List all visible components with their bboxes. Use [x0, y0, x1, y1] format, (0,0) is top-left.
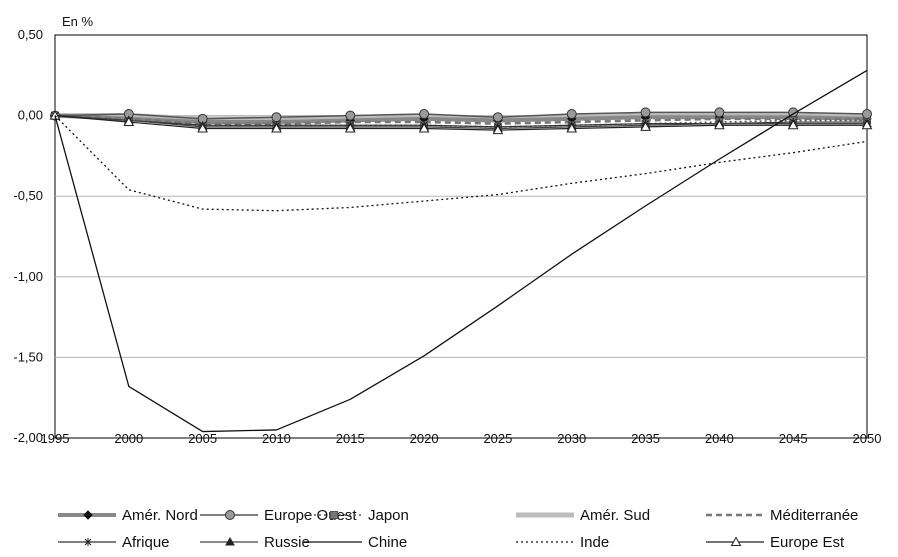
data-point	[271, 112, 282, 123]
data-point	[492, 112, 503, 123]
data-point	[123, 116, 135, 127]
y-tick-label: 0,00	[18, 108, 43, 123]
legend-label: Europe Est	[770, 534, 845, 551]
legend-item: Europe Est	[706, 534, 845, 551]
legend-item: Amér. Nord	[58, 507, 198, 524]
series-europe-est	[49, 110, 873, 135]
legend: Amér. Nord Europe Ouest Japon Amér. Sud Médi…	[58, 507, 858, 551]
data-point	[419, 108, 430, 119]
x-tick-label: 2015	[336, 431, 365, 446]
legend-label: Japon	[368, 507, 409, 524]
x-tick-label: 1995	[41, 431, 70, 446]
data-point	[225, 536, 235, 546]
legend-label: Chine	[368, 534, 407, 551]
y-tick-label: -1,50	[13, 349, 43, 364]
y-tick-label: -0,50	[13, 188, 43, 203]
series-line	[54, 111, 868, 120]
series-m-diterran-e	[54, 114, 867, 125]
legend-item: Japon	[304, 507, 409, 524]
series-line	[54, 114, 867, 125]
data-point	[83, 510, 93, 520]
legend-label: Amér. Nord	[122, 507, 198, 524]
legend-label: Inde	[580, 534, 609, 551]
legend-label: Méditerranée	[770, 507, 858, 524]
legend-item: Amér. Sud	[516, 507, 650, 524]
legend-label: Amér. Sud	[580, 507, 650, 524]
data-point	[640, 107, 651, 118]
x-tick-label: 2020	[410, 431, 439, 446]
x-tick-label: 2005	[188, 431, 217, 446]
legend-label: Afrique	[122, 534, 170, 551]
y-tick-label: -2,00	[13, 430, 43, 445]
data-point	[492, 124, 504, 135]
data-point	[418, 122, 430, 133]
series-line	[54, 115, 867, 131]
x-tick-label: 2030	[557, 431, 586, 446]
data-point	[566, 122, 578, 133]
x-tick-label: 2025	[483, 431, 512, 446]
data-point	[787, 119, 799, 130]
data-point	[225, 510, 235, 520]
legend-item: Chine	[304, 534, 407, 551]
x-tick-label: 2040	[705, 431, 734, 446]
x-tick-label: 2010	[262, 431, 291, 446]
y-axis-label: En %	[62, 14, 94, 29]
series-chine	[54, 69, 868, 433]
legend-item: Russie	[200, 534, 310, 551]
series-line	[54, 115, 867, 130]
y-tick-label: -1,00	[13, 269, 43, 284]
data-point	[84, 538, 92, 546]
data-point	[861, 119, 873, 130]
data-point	[345, 110, 356, 121]
data-point	[344, 122, 356, 133]
series-lines	[49, 69, 873, 433]
x-tick-label: 2000	[114, 431, 143, 446]
x-tick-label: 2035	[631, 431, 660, 446]
data-point	[271, 122, 282, 133]
x-tick-label: 2045	[779, 431, 808, 446]
data-point	[566, 108, 577, 119]
data-point	[714, 107, 725, 118]
data-point	[730, 536, 742, 546]
data-point	[330, 511, 338, 519]
data-point	[49, 110, 61, 120]
legend-item: Afrique	[58, 534, 170, 551]
data-point	[640, 121, 651, 131]
data-point	[862, 108, 872, 119]
legend-label: Russie	[264, 534, 310, 551]
legend-item: Méditerranée	[706, 507, 858, 524]
x-axis-ticks: 1995 2000 2005 2010 2015 2020 2025 2030 2035 2040…	[41, 431, 882, 446]
y-axis-ticks: 0,50 0,00 -0,50 -1,00 -1,50 -2,00	[13, 27, 43, 445]
series-line	[54, 113, 868, 125]
y-tick-label: 0,50	[18, 27, 43, 42]
data-point	[197, 122, 208, 133]
x-tick-label: 2050	[853, 431, 882, 446]
legend-item: Inde	[516, 534, 609, 551]
data-point	[714, 119, 725, 130]
plot-area	[54, 34, 868, 439]
series-europe-ouest	[50, 107, 872, 124]
series-line	[54, 69, 868, 433]
